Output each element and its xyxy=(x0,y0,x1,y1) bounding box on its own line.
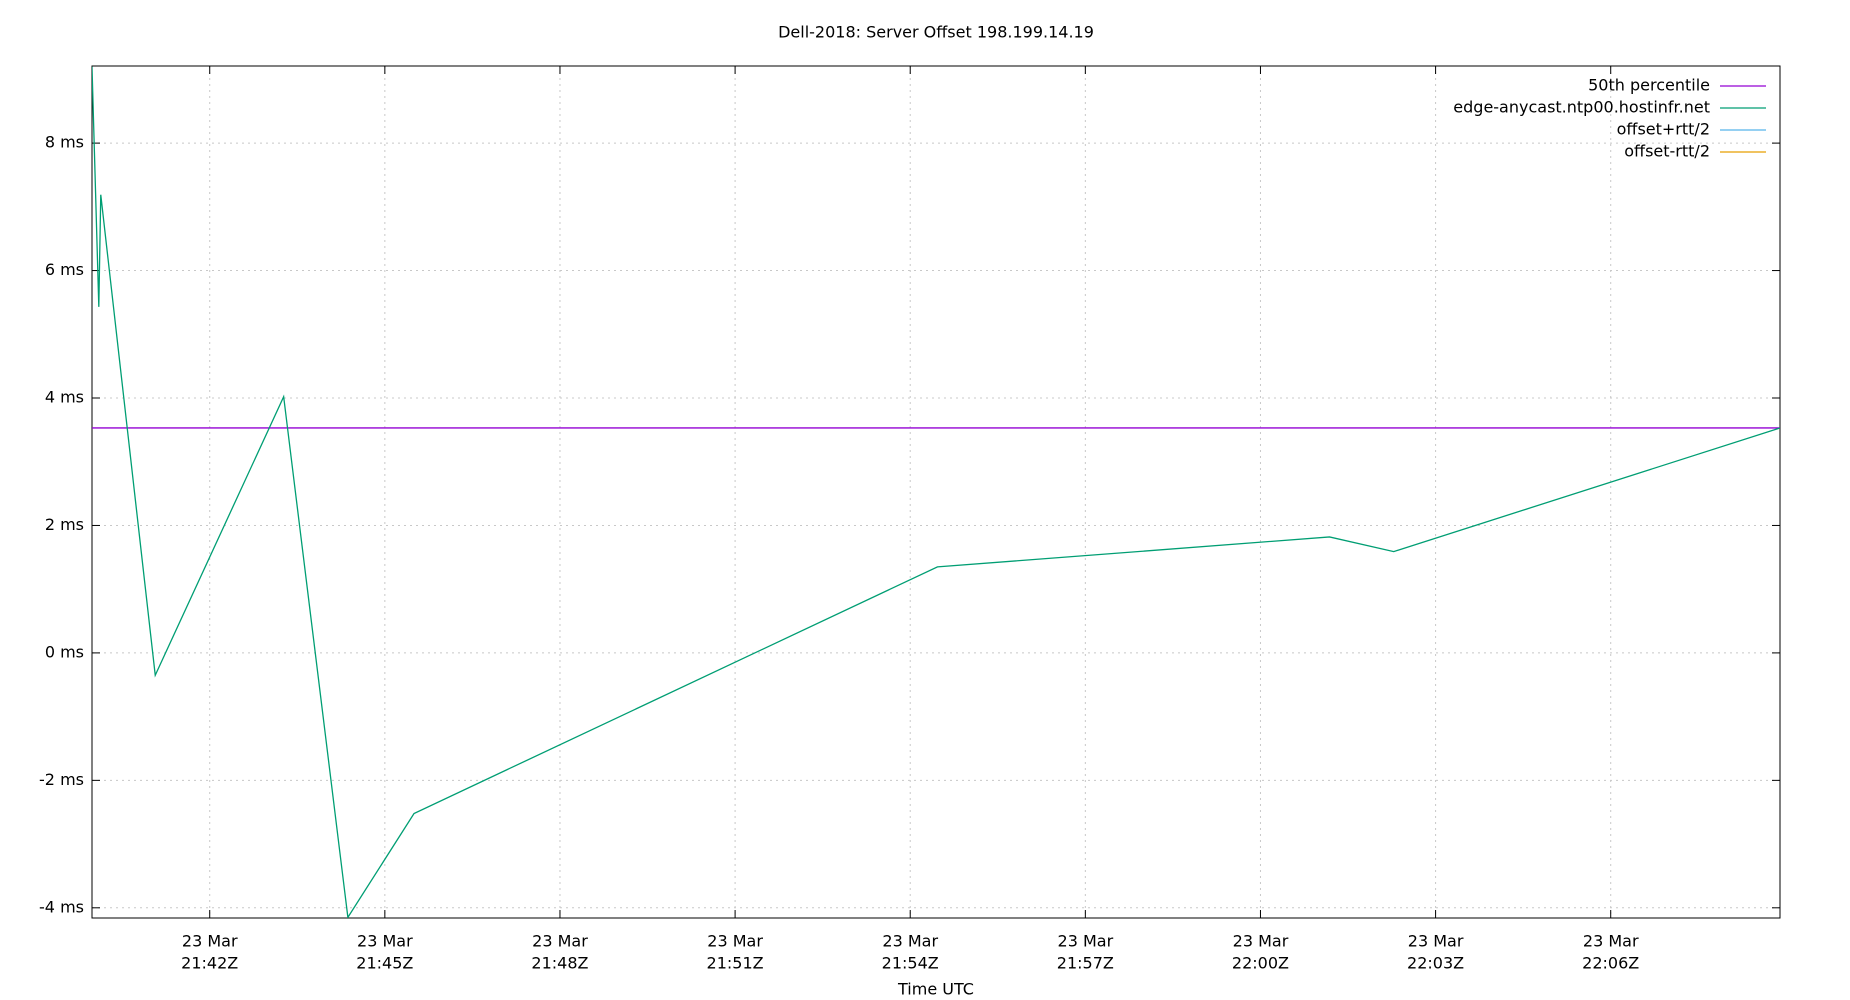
y-tick-label: 2 ms xyxy=(45,515,84,534)
x-tick-label: 21:42Z xyxy=(181,954,238,973)
series-line xyxy=(92,66,1780,918)
y-tick-label: 4 ms xyxy=(45,388,84,407)
y-tick-label: 8 ms xyxy=(45,133,84,152)
y-tick-label: 6 ms xyxy=(45,260,84,279)
x-tick-label: 23 Mar xyxy=(707,932,763,951)
plot-area xyxy=(92,66,1780,918)
x-tick-label: 21:54Z xyxy=(882,954,939,973)
x-tick-label: 23 Mar xyxy=(1583,932,1639,951)
x-axis-label: Time UTC xyxy=(897,980,974,999)
x-tick-label: 23 Mar xyxy=(357,932,413,951)
x-tick-label: 23 Mar xyxy=(1233,932,1289,951)
x-tick-label: 23 Mar xyxy=(882,932,938,951)
x-tick-label: 23 Mar xyxy=(532,932,588,951)
chart-title: Dell-2018: Server Offset 198.199.14.19 xyxy=(778,23,1094,42)
y-tick-label: 0 ms xyxy=(45,642,84,661)
y-tick-label: -4 ms xyxy=(39,897,84,916)
x-tick-label: 21:48Z xyxy=(531,954,588,973)
x-tick-label: 21:57Z xyxy=(1057,954,1114,973)
x-tick-label: 21:45Z xyxy=(356,954,413,973)
legend-label: 50th percentile xyxy=(1588,76,1710,95)
x-tick-label: 23 Mar xyxy=(182,932,238,951)
legend-label: offset-rtt/2 xyxy=(1624,142,1710,161)
x-tick-label: 22:06Z xyxy=(1582,954,1639,973)
legend-label: edge-anycast.ntp00.hostinfr.net xyxy=(1453,98,1710,117)
x-tick-label: 21:51Z xyxy=(707,954,764,973)
x-tick-label: 23 Mar xyxy=(1408,932,1464,951)
y-tick-label: -2 ms xyxy=(39,770,84,789)
x-tick-label: 22:03Z xyxy=(1407,954,1464,973)
plot-frame xyxy=(91,65,1781,919)
x-tick-label: 22:00Z xyxy=(1232,954,1289,973)
x-tick-label: 23 Mar xyxy=(1058,932,1114,951)
legend-label: offset+rtt/2 xyxy=(1617,120,1710,139)
